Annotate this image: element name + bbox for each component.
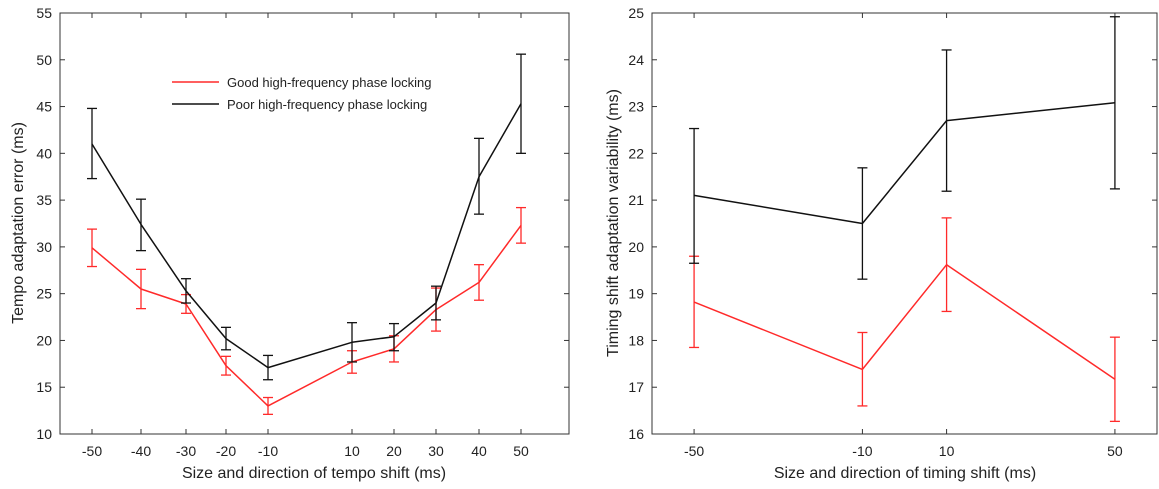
x-tick-label: -20 xyxy=(216,443,236,459)
y-tick-label: 15 xyxy=(36,379,52,395)
y-axis-ticks: 10 15 20 25 30 35 40 45 50 55 xyxy=(36,5,569,442)
y-tick-label: 55 xyxy=(36,5,52,21)
y-tick-label: 20 xyxy=(628,239,644,255)
y-tick-label: 40 xyxy=(36,145,52,161)
plot-frame xyxy=(651,12,1158,435)
series-group xyxy=(689,16,1120,423)
y-tick-label: 24 xyxy=(628,52,644,68)
x-tick-label: -10 xyxy=(852,443,872,459)
y-tick-label: 23 xyxy=(628,99,644,115)
y-tick-label: 17 xyxy=(628,379,644,395)
x-tick-label: 40 xyxy=(471,443,487,459)
x-tick-label: 10 xyxy=(939,443,955,459)
series-line xyxy=(91,224,522,407)
x-axis-ticks: -50 -10 10 50 xyxy=(684,13,1123,459)
y-tick-label: 45 xyxy=(36,99,52,115)
x-axis-ticks: -50 -40 -30 -20 -10 10 20 30 40 50 xyxy=(82,13,529,459)
x-tick-label: 50 xyxy=(513,443,529,459)
x-tick-label: -50 xyxy=(82,443,102,459)
y-tick-label: 21 xyxy=(628,192,644,208)
y-axis-ticks: 16 17 18 19 20 21 22 23 24 25 xyxy=(628,5,1157,442)
series-group xyxy=(87,53,526,416)
y-tick-label: 16 xyxy=(628,426,644,442)
y-tick-label: 18 xyxy=(628,332,644,348)
y-tick-label: 35 xyxy=(36,192,52,208)
y-tick-label: 30 xyxy=(36,239,52,255)
x-tick-label: 30 xyxy=(428,443,444,459)
y-axis-label: Timing shift adaptation variability (ms) xyxy=(605,89,622,357)
plot-frame xyxy=(59,12,570,435)
y-tick-label: 50 xyxy=(36,52,52,68)
x-axis-label: Size and direction of timing shift (ms) xyxy=(774,465,1036,482)
panel-left-tempo-adaptation-error: 10 15 20 25 30 35 40 45 50 55 -50 -40 -30 -20 -10 10 20… xyxy=(10,5,570,482)
x-axis-label: Size and direction of tempo shift (ms) xyxy=(182,465,446,482)
y-tick-label: 19 xyxy=(628,286,644,302)
x-tick-label: 20 xyxy=(386,443,402,459)
legend: Good high-frequency phase locking Poor h… xyxy=(172,75,432,112)
y-tick-label: 20 xyxy=(36,332,52,348)
series-1 xyxy=(689,16,1120,280)
x-tick-label: -10 xyxy=(258,443,278,459)
series-1 xyxy=(87,53,526,381)
legend-label-good: Good high-frequency phase locking xyxy=(227,75,432,90)
y-tick-label: 10 xyxy=(36,426,52,442)
x-tick-label: -50 xyxy=(684,443,704,459)
x-tick-label: -30 xyxy=(176,443,196,459)
y-tick-label: 25 xyxy=(628,5,644,21)
x-tick-label: -40 xyxy=(131,443,151,459)
series-line xyxy=(693,263,1116,380)
series-line xyxy=(693,102,1115,225)
legend-label-poor: Poor high-frequency phase locking xyxy=(227,97,427,112)
y-axis-label: Tempo adaptation error (ms) xyxy=(10,122,27,324)
y-tick-label: 22 xyxy=(628,145,644,161)
series-line xyxy=(91,103,522,369)
y-tick-label: 25 xyxy=(36,286,52,302)
x-tick-label: 50 xyxy=(1107,443,1123,459)
panel-right-timing-shift-variability: 16 17 18 19 20 21 22 23 24 25 -50 -10 10 50 Size and… xyxy=(605,5,1158,482)
x-tick-label: 10 xyxy=(344,443,360,459)
series-0 xyxy=(689,217,1120,423)
